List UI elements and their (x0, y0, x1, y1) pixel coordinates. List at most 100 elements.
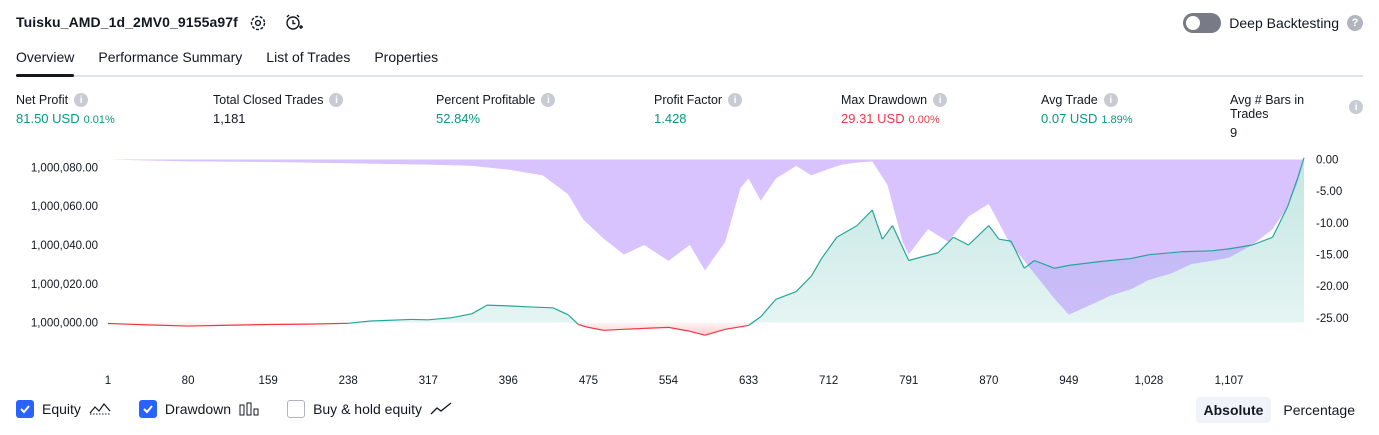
equity-line-segment (309, 322, 349, 325)
equity-line-segment (1252, 236, 1273, 246)
equity-line-segment (1148, 251, 1182, 256)
left-axis-tick: 1,000,020.00 (31, 279, 98, 291)
metric-percent: 0.00% (908, 114, 940, 126)
equity-line-segment (1130, 254, 1150, 260)
equity-line-segment (988, 225, 1000, 240)
metric-label: Max Drawdown (841, 93, 928, 107)
x-axis-tick: 1,107 (1215, 375, 1244, 387)
help-icon[interactable]: ? (1347, 15, 1363, 31)
percentage-button[interactable]: Percentage (1283, 402, 1355, 418)
info-icon[interactable]: i (933, 93, 948, 107)
x-axis-tick: 633 (739, 375, 758, 387)
equity-line-segment (644, 326, 669, 329)
tab-overview[interactable]: Overview (16, 46, 75, 77)
legend-equity[interactable]: Equity (16, 400, 111, 418)
metric-value: 1,181 (213, 111, 246, 126)
equity-line-segment (1297, 157, 1305, 178)
metric-label: Total Closed Trades (213, 93, 324, 107)
metric-value: 9 (1230, 125, 1238, 140)
metric-label: Profit Factor (654, 93, 723, 107)
deep-backtesting-label: Deep Backtesting (1229, 15, 1339, 31)
equity-line-segment (578, 323, 589, 328)
metric-value: 1.428 (654, 111, 687, 126)
equity-area (108, 157, 1304, 323)
right-axis-tick: -20.00 (1316, 281, 1349, 293)
equity-line-segment (428, 317, 452, 321)
metric-avg-bars-in-trades: Avg # Bars in Trades i 9 (1230, 93, 1363, 140)
info-icon[interactable]: i (329, 93, 344, 107)
metric-label: Net Profit (16, 93, 69, 107)
legend-label: Buy & hold equity (313, 401, 423, 417)
equity-line-segment (1272, 205, 1289, 238)
deep-backtesting-toggle[interactable] (1183, 13, 1222, 33)
metric-value: 29.31 USD (841, 111, 905, 126)
equity-line-segment (1211, 248, 1230, 252)
equity-line-segment (603, 328, 624, 331)
info-icon[interactable]: i (541, 93, 556, 107)
scale-mode-switch: Absolute Percentage (1195, 397, 1364, 423)
metric-label: Avg # Bars in Trades (1230, 93, 1305, 121)
alarm-add-icon[interactable] (284, 13, 304, 33)
info-icon[interactable]: i (728, 93, 743, 107)
equity-drawdown-chart: 1,000,080.00 1,000,060.00 1,000,040.00 1,00… (31, 155, 1349, 388)
equity-line-segment (937, 236, 954, 254)
metric-profit-factor: Profit Factor i 1.428 (654, 93, 743, 126)
buy-hold-checkbox[interactable] (287, 400, 306, 418)
equity-line-segment (821, 236, 838, 259)
drawdown-checkbox[interactable] (138, 400, 157, 418)
tab-properties[interactable]: Properties (374, 49, 439, 65)
info-icon[interactable]: i (1349, 100, 1363, 114)
equity-line-segment (922, 252, 939, 258)
equity-line-segment (348, 320, 371, 324)
equity-line-segment (1054, 264, 1069, 269)
metrics-row: Net Profit i 81.50 USD 0.01% Total Closed … (16, 93, 1363, 140)
equity-line-segment (1287, 176, 1299, 207)
x-axis-tick: 1,028 (1135, 375, 1164, 387)
absolute-button[interactable]: Absolute (1195, 397, 1272, 423)
equity-line-segment (1034, 259, 1045, 265)
equity-line-segment (953, 236, 969, 246)
legend-buy-hold-equity[interactable]: Buy & hold equity (287, 400, 452, 418)
metric-net-profit: Net Profit i 81.50 USD 0.01% (16, 93, 115, 126)
equity-line-segment (1100, 257, 1131, 263)
equity-line-segment (451, 313, 472, 319)
tab-performance-summary[interactable]: Performance Summary (98, 49, 243, 65)
x-axis-tick: 949 (1059, 375, 1078, 387)
x-axis-tick: 396 (499, 375, 518, 387)
right-axis-tick: 0.00 (1316, 155, 1338, 167)
right-axis-tick: -25.00 (1316, 313, 1349, 325)
equity-line-segment (1044, 263, 1055, 269)
equity-line-segment (487, 304, 509, 307)
equity-line-segment (968, 225, 990, 246)
info-icon[interactable]: i (74, 93, 89, 107)
equity-line-segment (856, 209, 873, 227)
equity-line-segment (508, 305, 533, 308)
equity-line-segment (891, 225, 910, 261)
equity-line-segment (908, 256, 924, 262)
equity-line-segment (188, 324, 229, 327)
equity-line-segment (1228, 244, 1253, 250)
metric-max-drawdown: Max Drawdown i 29.31 USD 0.00% (841, 93, 948, 126)
drawdown-area (108, 159, 1304, 315)
metric-total-closed-trades: Total Closed Trades i 1,181 (213, 93, 344, 126)
equity-line-segment (871, 209, 883, 240)
settings-icon[interactable] (248, 13, 268, 33)
equity-line-segment (588, 326, 604, 331)
legend-drawdown[interactable]: Drawdown (138, 400, 259, 418)
info-icon[interactable]: i (1103, 93, 1118, 107)
tab-list-of-trades[interactable]: List of Trades (266, 49, 351, 65)
metric-percent-profitable: Percent Profitable i 52.84% (436, 93, 556, 126)
x-axis-tick: 554 (659, 375, 679, 387)
metric-label: Percent Profitable (436, 93, 536, 107)
equity-line-segment (725, 324, 749, 330)
x-axis-tick: 870 (979, 375, 998, 387)
x-axis-tick: 712 (819, 375, 838, 387)
equity-line-segment (532, 306, 553, 309)
equity-line-segment (998, 238, 1012, 242)
right-axis-tick: -10.00 (1316, 218, 1349, 230)
x-axis-tick: 159 (259, 375, 278, 387)
equity-line-segment (795, 275, 812, 292)
chart-legend: Equity Drawdown Buy & hold equity (16, 400, 480, 418)
metric-label: Avg Trade (1041, 93, 1098, 107)
equity-checkbox[interactable] (16, 400, 34, 418)
